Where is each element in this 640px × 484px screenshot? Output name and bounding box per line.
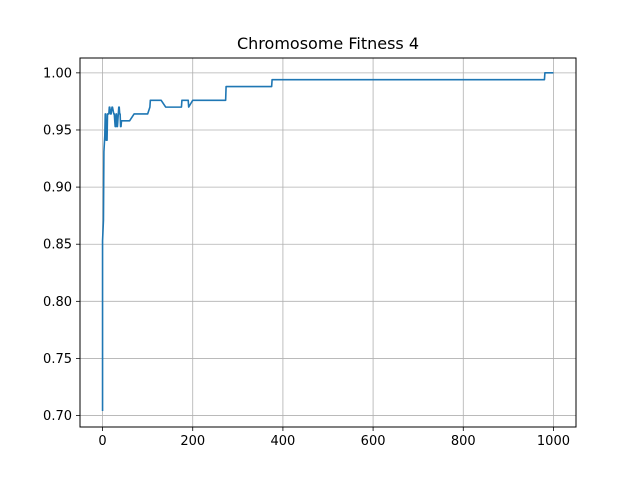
y-tick-label: 0.75 — [43, 352, 72, 367]
x-tick-label: 600 — [361, 434, 386, 449]
x-tick-label: 1000 — [537, 434, 570, 449]
ticks: 0 200 400 600 800 1000 0.70 0.75 0.80 0.85 0.90 0.9… — [43, 66, 570, 449]
plot-frame — [79, 57, 577, 428]
x-tick-label: 400 — [270, 434, 295, 449]
y-tick-label: 0.95 — [43, 123, 72, 138]
y-tick-label: 0.90 — [43, 181, 72, 196]
series-line — [101, 72, 554, 412]
y-tick-label: 1.00 — [43, 66, 72, 81]
series-layer — [101, 72, 554, 412]
y-tick-label: 0.80 — [43, 295, 72, 310]
chart-title: Chromosome Fitness 4 — [237, 34, 419, 53]
x-tick-label: 800 — [451, 434, 476, 449]
y-tick-label: 0.85 — [43, 238, 72, 253]
grid — [80, 58, 576, 427]
x-tick-label: 200 — [180, 434, 205, 449]
x-tick-label: 0 — [98, 434, 106, 449]
y-tick-label: 0.70 — [43, 409, 72, 424]
